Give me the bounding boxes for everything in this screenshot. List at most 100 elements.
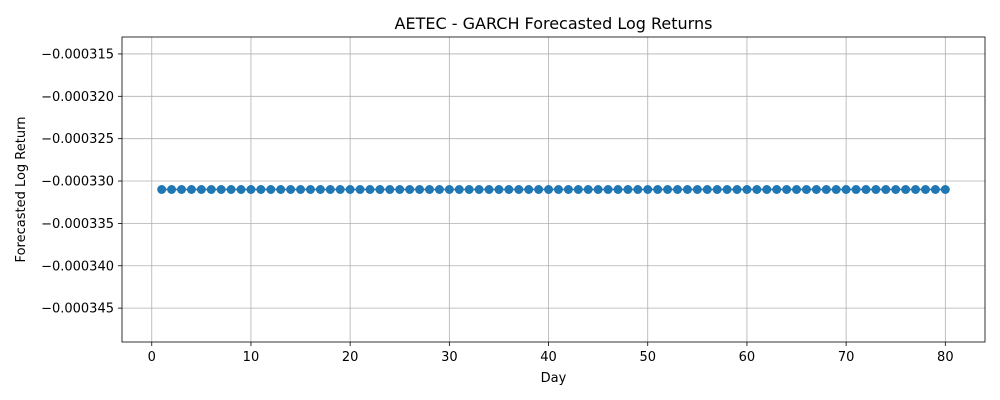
data-point: [186, 185, 196, 194]
data-point: [474, 185, 484, 194]
data-point: [226, 185, 236, 194]
data-point: [553, 185, 563, 194]
data-point: [861, 185, 871, 194]
grid: [122, 37, 985, 342]
data-point: [583, 185, 593, 194]
data-point: [405, 185, 415, 194]
data-point: [335, 185, 345, 194]
data-point: [593, 185, 603, 194]
x-tick-label: 10: [243, 350, 260, 365]
data-point: [167, 185, 177, 194]
y-tick-label: −0.000330: [41, 175, 114, 190]
data-point: [345, 185, 355, 194]
x-tick-label: 30: [441, 350, 458, 365]
data-point: [732, 185, 742, 194]
data-point: [911, 185, 921, 194]
data-point: [623, 185, 633, 194]
data-point: [712, 185, 722, 194]
data-point: [901, 185, 911, 194]
data-point: [276, 185, 286, 194]
data-point: [296, 185, 306, 194]
data-point: [444, 185, 454, 194]
y-tick-label: −0.000335: [41, 217, 114, 232]
data-point: [256, 185, 266, 194]
data-point: [206, 185, 216, 194]
data-point: [752, 185, 762, 194]
x-tick-label: 50: [639, 350, 656, 365]
y-axis-label: Forecasted Log Return: [14, 117, 29, 263]
x-tick-label: 70: [838, 350, 855, 365]
data-point: [325, 185, 335, 194]
x-tick-label: 40: [540, 350, 557, 365]
data-point: [801, 185, 811, 194]
data-points: [157, 185, 950, 194]
data-point: [653, 185, 663, 194]
x-axis-label: Day: [541, 371, 567, 386]
data-point: [940, 185, 950, 194]
x-tick-label: 80: [937, 350, 954, 365]
y-tick-label: −0.000340: [41, 259, 114, 274]
y-axis-ticks: −0.000315 −0.000320 −0.000325 −0.000330 −0.0…: [41, 47, 122, 317]
data-point: [841, 185, 851, 194]
data-point: [633, 185, 643, 194]
data-point: [305, 185, 315, 194]
data-point: [385, 185, 395, 194]
x-tick-label: 0: [148, 350, 156, 365]
data-point: [663, 185, 673, 194]
y-tick-label: −0.000320: [41, 90, 114, 105]
data-point: [415, 185, 425, 194]
data-point: [534, 185, 544, 194]
data-point: [524, 185, 534, 194]
data-point: [236, 185, 246, 194]
data-point: [672, 185, 682, 194]
y-tick-label: −0.000325: [41, 132, 114, 147]
data-point: [821, 185, 831, 194]
data-point: [216, 185, 226, 194]
data-point: [722, 185, 732, 194]
data-point: [484, 185, 494, 194]
data-point: [692, 185, 702, 194]
data-point: [792, 185, 802, 194]
x-tick-label: 60: [739, 350, 756, 365]
data-point: [494, 185, 504, 194]
data-point: [375, 185, 385, 194]
data-point: [772, 185, 782, 194]
plot-frame: [121, 36, 986, 343]
data-point: [425, 185, 435, 194]
data-point: [811, 185, 821, 194]
data-point: [454, 185, 464, 194]
data-point: [266, 185, 276, 194]
data-point: [514, 185, 524, 194]
data-point: [355, 185, 365, 194]
data-point: [157, 185, 167, 194]
data-point: [177, 185, 187, 194]
data-point: [613, 185, 623, 194]
data-point: [643, 185, 653, 194]
x-tick-label: 20: [342, 350, 359, 365]
data-point: [930, 185, 940, 194]
data-point: [395, 185, 405, 194]
data-point: [603, 185, 613, 194]
data-point: [851, 185, 861, 194]
data-point: [434, 185, 444, 194]
data-point: [504, 185, 514, 194]
data-point: [871, 185, 881, 194]
data-point: [544, 185, 554, 194]
x-axis-ticks: 0 10 20 30 40 50 60 70 80: [148, 342, 954, 365]
data-point: [573, 185, 583, 194]
y-tick-label: −0.000315: [41, 47, 114, 62]
data-point: [782, 185, 792, 194]
data-point: [920, 185, 930, 194]
data-point: [682, 185, 692, 194]
data-point: [464, 185, 474, 194]
data-point: [881, 185, 891, 194]
data-point: [891, 185, 901, 194]
data-point: [286, 185, 296, 194]
data-point: [246, 185, 256, 194]
y-tick-label: −0.000345: [41, 302, 114, 317]
data-point: [315, 185, 325, 194]
data-point: [702, 185, 712, 194]
data-point: [742, 185, 752, 194]
data-point: [563, 185, 573, 194]
